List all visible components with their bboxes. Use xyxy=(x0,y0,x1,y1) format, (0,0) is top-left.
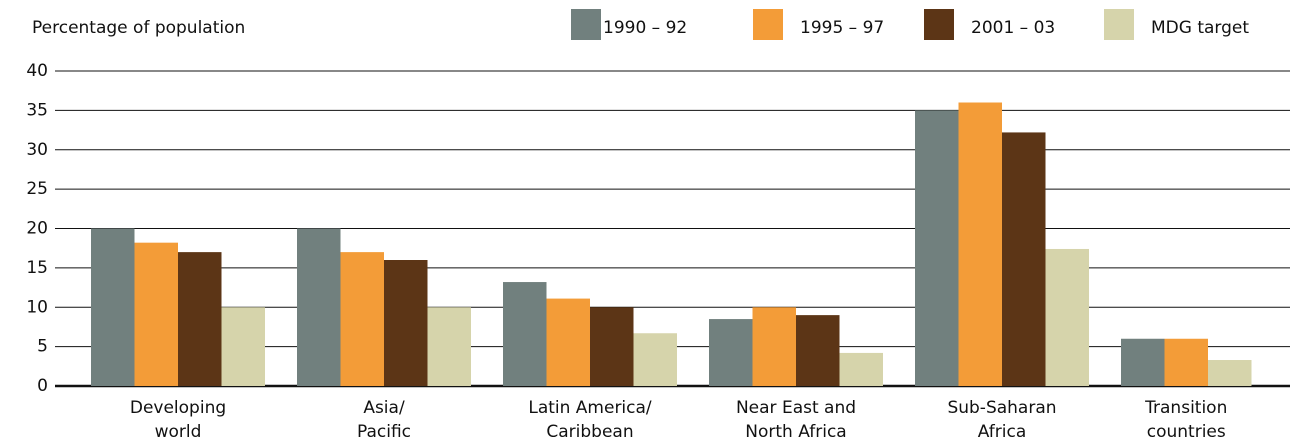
bar xyxy=(546,298,590,386)
bar xyxy=(590,307,634,386)
x-tick-label: Sub-Saharan Africa xyxy=(947,398,1057,442)
legend-swatch xyxy=(571,9,601,40)
legend-swatch xyxy=(1104,9,1134,40)
bar xyxy=(427,307,471,386)
bar xyxy=(178,252,222,386)
bar xyxy=(221,307,265,386)
x-tick-label: Asia/ Pacific xyxy=(356,398,412,442)
x-tick-label: Developing world xyxy=(129,398,227,442)
legend-label: MDG target xyxy=(1151,18,1249,38)
y-tick-label: 15 xyxy=(26,258,48,278)
bar xyxy=(384,260,428,386)
bar xyxy=(340,252,384,386)
bar xyxy=(709,319,753,386)
bar xyxy=(1002,132,1046,386)
legend-label: 1990 – 92 xyxy=(603,18,687,38)
bar xyxy=(1208,360,1252,386)
bar xyxy=(1045,248,1089,386)
y-tick-label: 25 xyxy=(26,179,48,199)
x-tick-label: Transition countries xyxy=(1145,398,1228,442)
legend-swatch xyxy=(753,9,783,40)
x-tick-label: Near East and North Africa xyxy=(735,398,857,442)
bar xyxy=(796,315,840,386)
x-tick-label: Latin America/ Caribbean xyxy=(528,398,652,442)
y-tick-label: 0 xyxy=(37,376,48,396)
y-tick-label: 20 xyxy=(26,219,48,239)
y-tick-label: 30 xyxy=(26,140,48,160)
y-tick-label: 10 xyxy=(26,297,48,317)
bar xyxy=(297,228,341,386)
bar xyxy=(633,333,677,386)
y-axis-label: Percentage of population xyxy=(32,18,245,38)
legend-label: 1995 – 97 xyxy=(800,18,884,38)
y-tick-label: 40 xyxy=(26,61,48,81)
legend-swatch xyxy=(924,9,954,40)
bar xyxy=(91,228,135,386)
bar xyxy=(958,102,1002,386)
bar xyxy=(503,282,547,386)
bar xyxy=(752,307,796,386)
y-tick-label: 5 xyxy=(37,337,48,357)
bar xyxy=(1164,338,1208,386)
y-tick-label: 35 xyxy=(26,100,48,120)
bar xyxy=(839,352,883,386)
legend-label: 2001 – 03 xyxy=(971,18,1055,38)
bar xyxy=(1121,338,1165,386)
bar xyxy=(134,242,178,386)
bar xyxy=(915,110,959,386)
